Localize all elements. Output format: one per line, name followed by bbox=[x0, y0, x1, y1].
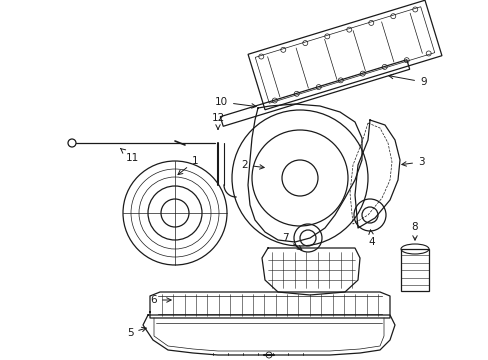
Text: 8: 8 bbox=[411, 222, 417, 240]
Text: 11: 11 bbox=[120, 148, 138, 163]
Text: 4: 4 bbox=[368, 230, 375, 247]
Text: 7: 7 bbox=[281, 233, 301, 250]
Text: 6: 6 bbox=[150, 295, 171, 305]
Bar bbox=[400, 249, 428, 291]
Text: 1: 1 bbox=[178, 156, 198, 175]
Text: 12: 12 bbox=[211, 113, 224, 129]
Text: 2: 2 bbox=[241, 160, 264, 170]
Text: 9: 9 bbox=[388, 74, 426, 87]
Text: 5: 5 bbox=[126, 327, 146, 338]
Text: 10: 10 bbox=[214, 97, 256, 108]
Text: 3: 3 bbox=[401, 157, 424, 167]
